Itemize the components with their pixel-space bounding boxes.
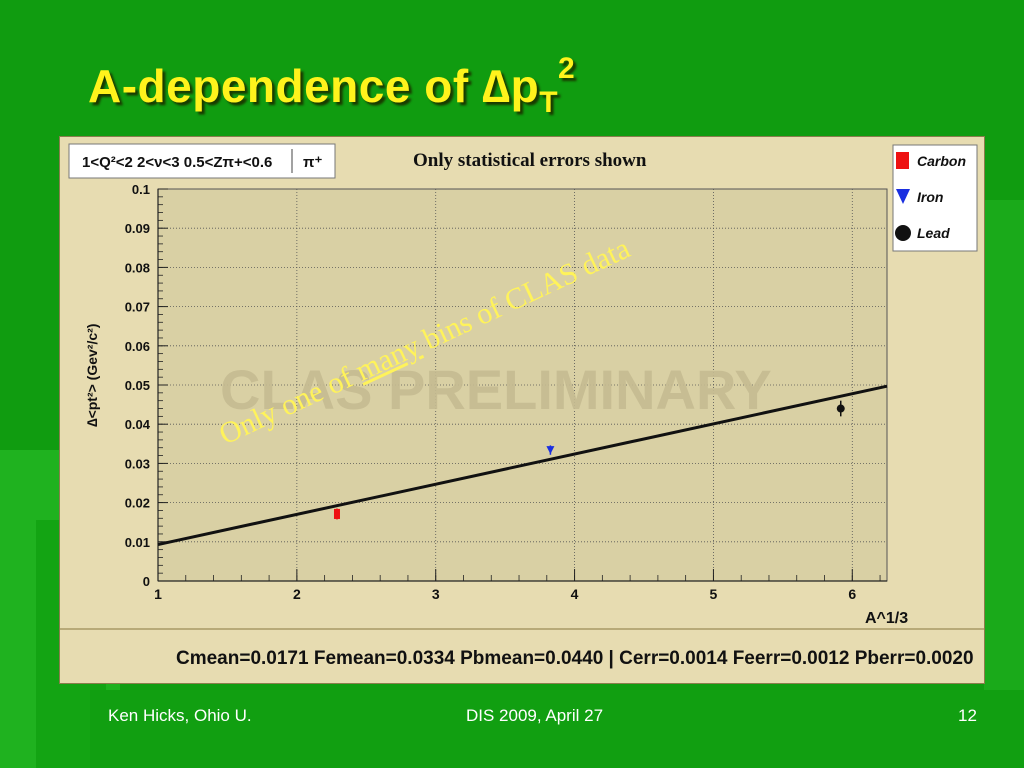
legend-lead-marker [895, 225, 911, 241]
stat-errors-note: Only statistical errors shown [413, 150, 647, 171]
grid [158, 188, 887, 581]
legend-carbon-label: Carbon [917, 153, 966, 169]
footer-event: DIS 2009, April 27 [466, 706, 604, 725]
title-superscript: 2 [558, 52, 576, 85]
y-tick-label: 0 [143, 574, 150, 589]
preliminary-watermark: CLAS PRELIMINARY [220, 358, 772, 421]
fit-line [157, 384, 888, 547]
x-tick-label: 1 [154, 586, 162, 602]
legend-lead-label: Lead [917, 225, 950, 241]
x-axis-label: A^1/3 [865, 610, 908, 627]
y-tick-label: 0.09 [125, 221, 150, 236]
x-tick-label: 3 [432, 586, 440, 602]
cuts-particle: π⁺ [303, 154, 322, 171]
slide-title: A-dependence of ∆pT2 [88, 52, 575, 120]
lead-point [836, 404, 845, 413]
carbon-point [333, 508, 340, 519]
y-tick-label: 0.01 [125, 535, 150, 550]
y-tick-label: 0.03 [125, 456, 150, 471]
y-tick-label: 0.05 [125, 378, 150, 393]
y-axis-label: ∆<pt²> (Gev²/c²) [84, 324, 100, 427]
y-tick-label: 0.1 [132, 182, 150, 197]
linear-fit-line [157, 384, 888, 547]
footer-page-number: 12 [958, 706, 977, 725]
chart-svg: 1<Q²<2 2<ν<3 0.5<Zπ+<0.6 π⁺ Only statist… [60, 143, 984, 669]
legend-carbon-marker [896, 152, 909, 169]
y-tick-label: 0.08 [125, 260, 150, 275]
legend: Carbon Iron Lead [895, 152, 966, 241]
delta-symbol: ∆ [481, 60, 511, 112]
plot-area [157, 188, 888, 582]
y-tick-label: 0.07 [125, 300, 150, 315]
stats-text: Cmean=0.0171 Femean=0.0334 Pbmean=0.0440… [176, 648, 974, 669]
data-points [333, 400, 845, 520]
background-block [984, 200, 1024, 768]
title-text: A-dependence of [88, 60, 482, 112]
x-tick-label: 4 [571, 586, 579, 602]
x-tick-label: 2 [293, 586, 301, 602]
legend-iron-marker [896, 189, 910, 204]
x-tick-label: 6 [848, 586, 856, 602]
chart-panel: 1<Q²<2 2<ν<3 0.5<Zπ+<0.6 π⁺ Only statist… [59, 136, 985, 684]
cuts-label: 1<Q²<2 2<ν<3 0.5<Zπ+<0.6 [82, 154, 272, 171]
y-tick-label: 0.02 [125, 496, 150, 511]
x-tick-label: 5 [710, 586, 718, 602]
iron-point [546, 446, 555, 455]
axes: 0 0.01 0.02 0.03 0.04 0.05 0.06 0.07 0.08 0.09 0.1… [125, 182, 887, 602]
y-tick-label: 0.04 [125, 417, 151, 432]
title-subscript: T [539, 86, 559, 119]
cuts-box [68, 143, 336, 179]
legend-iron-label: Iron [917, 189, 943, 205]
background-block [90, 690, 1024, 768]
title-p: p [510, 60, 540, 112]
y-tick-label: 0.06 [125, 339, 150, 354]
footer-author: Ken Hicks, Ohio U. [108, 706, 252, 725]
